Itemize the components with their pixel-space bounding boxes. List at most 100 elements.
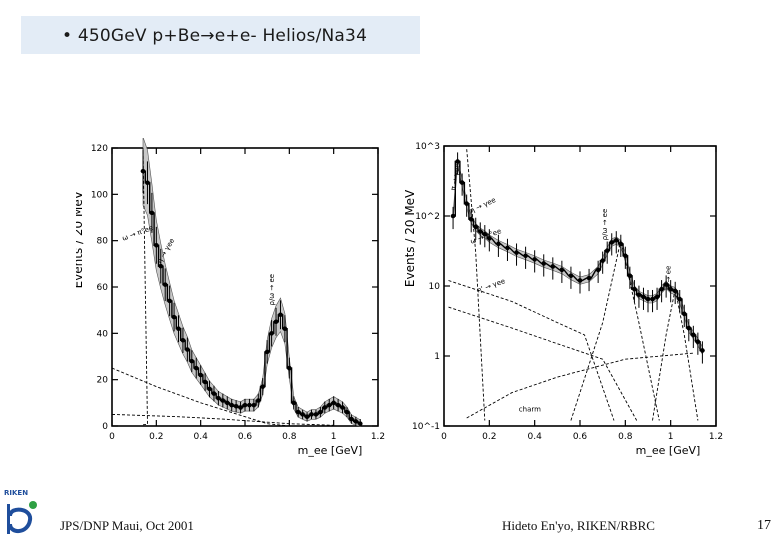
component-curve bbox=[466, 149, 486, 421]
data-point bbox=[207, 386, 212, 392]
data-point bbox=[247, 402, 252, 408]
data-point bbox=[295, 409, 301, 415]
y-tick-label: 10^3 bbox=[415, 142, 440, 152]
data-point bbox=[313, 412, 319, 417]
data-point bbox=[145, 180, 150, 186]
data-point bbox=[309, 412, 314, 417]
data-point bbox=[357, 421, 363, 426]
data-point bbox=[171, 314, 177, 320]
y-tick-label: 100 bbox=[91, 190, 108, 200]
component-curve bbox=[652, 289, 699, 421]
data-point bbox=[180, 337, 186, 343]
data-point bbox=[559, 267, 565, 273]
data-point bbox=[604, 248, 610, 253]
data-point bbox=[650, 296, 655, 302]
annotation-label: ρ/ω → ee bbox=[601, 209, 609, 241]
data-point bbox=[264, 349, 270, 355]
data-point bbox=[158, 263, 164, 269]
title-box bbox=[21, 16, 420, 54]
data-point bbox=[287, 365, 292, 371]
page-number: 17 bbox=[757, 518, 771, 533]
data-point bbox=[167, 298, 172, 304]
data-point bbox=[242, 402, 248, 408]
data-point bbox=[487, 236, 492, 241]
x-axis-label: m_ee [GeV] bbox=[636, 444, 701, 457]
footer-conference: JPS/DNP Maui, Oct 2001 bbox=[60, 518, 194, 533]
x-tick-label: 0 bbox=[109, 432, 115, 442]
y-tick-label: 20 bbox=[97, 376, 109, 386]
x-tick-label: 1.2 bbox=[371, 432, 385, 442]
component-curve bbox=[570, 240, 660, 421]
component-curve bbox=[466, 352, 694, 419]
y-tick-label: 10 bbox=[429, 282, 441, 292]
y-tick-label: 40 bbox=[97, 329, 109, 339]
data-point bbox=[149, 210, 155, 216]
data-point bbox=[344, 409, 350, 415]
series-line bbox=[140, 170, 363, 425]
data-point bbox=[550, 264, 556, 269]
x-tick-label: 1 bbox=[331, 432, 337, 442]
y-axis-label: Events / 20 MeV bbox=[76, 190, 85, 288]
data-point bbox=[477, 229, 483, 234]
data-point bbox=[349, 416, 354, 422]
annotation-label: η → γee bbox=[469, 196, 497, 215]
x-tick-label: 0.4 bbox=[528, 432, 543, 442]
data-point bbox=[459, 180, 465, 185]
data-point bbox=[641, 294, 646, 300]
annotation-label: ρ/ω → ee bbox=[268, 274, 276, 306]
annotation-label: charm bbox=[519, 406, 541, 414]
data-point bbox=[473, 224, 479, 230]
data-point bbox=[681, 311, 687, 317]
data-point bbox=[468, 216, 474, 222]
component-curve bbox=[448, 306, 638, 421]
y-tick-label: 1 bbox=[434, 352, 440, 362]
data-point bbox=[691, 332, 696, 338]
data-point bbox=[273, 319, 279, 325]
logo-text: RIKEN bbox=[4, 489, 28, 497]
data-point bbox=[677, 296, 683, 302]
data-point bbox=[154, 243, 159, 248]
data-point bbox=[278, 312, 283, 318]
data-point bbox=[326, 402, 332, 408]
data-point bbox=[340, 405, 345, 410]
data-point bbox=[291, 400, 297, 406]
data-point bbox=[220, 398, 226, 403]
data-point bbox=[216, 395, 221, 401]
data-point bbox=[663, 282, 669, 287]
x-axis-label: m_ee [GeV] bbox=[298, 444, 363, 457]
data-point bbox=[238, 405, 243, 410]
logo-bar bbox=[7, 504, 10, 534]
annotation-label: φ → ee bbox=[665, 266, 673, 290]
component-curve bbox=[111, 413, 334, 426]
data-point bbox=[269, 331, 274, 336]
data-point bbox=[595, 267, 601, 273]
error-band bbox=[452, 158, 703, 355]
data-point bbox=[523, 253, 528, 259]
data-point bbox=[586, 275, 592, 281]
data-point bbox=[464, 201, 469, 206]
data-point bbox=[318, 409, 323, 415]
data-point bbox=[659, 286, 664, 292]
data-point bbox=[193, 365, 199, 371]
x-tick-label: 0.8 bbox=[618, 432, 633, 442]
data-point bbox=[450, 213, 456, 219]
y-tick-label: 60 bbox=[97, 283, 109, 293]
x-tick-label: 0 bbox=[441, 432, 447, 442]
data-point bbox=[224, 400, 230, 406]
data-point bbox=[256, 398, 261, 403]
x-tick-label: 0.6 bbox=[238, 432, 253, 442]
x-tick-label: 1.2 bbox=[709, 432, 723, 442]
logo-dot bbox=[29, 501, 37, 509]
data-point bbox=[645, 296, 651, 302]
data-point bbox=[331, 400, 336, 406]
y-tick-label: 10^2 bbox=[415, 212, 440, 222]
data-point bbox=[455, 159, 460, 164]
annotation-label: ω → π°ee bbox=[121, 224, 154, 243]
data-point bbox=[686, 325, 692, 331]
x-tick-label: 0.6 bbox=[573, 432, 588, 442]
data-point bbox=[695, 339, 701, 345]
data-point bbox=[636, 292, 642, 298]
data-point bbox=[282, 326, 288, 331]
x-tick-label: 0.2 bbox=[482, 432, 496, 442]
footer-author: Hideto En'yo, RIKEN/RBRC bbox=[502, 518, 655, 533]
